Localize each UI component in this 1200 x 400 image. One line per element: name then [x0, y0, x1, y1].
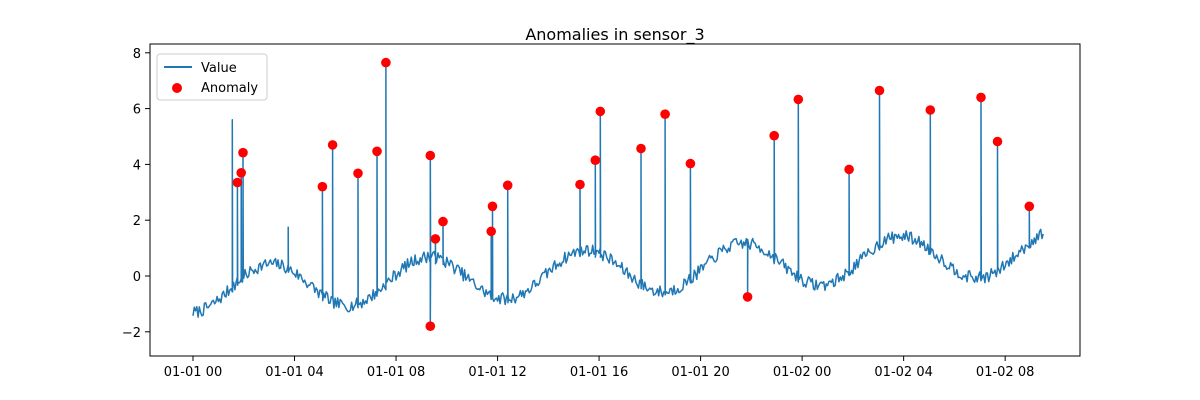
y-tick-label: 6 [133, 103, 141, 118]
anomaly-point [575, 179, 585, 190]
anomaly-point [372, 146, 382, 157]
anomaly-point [430, 234, 441, 244]
series-value-line [192, 61, 1044, 327]
x-tick-label: 01-02 08 [976, 365, 1034, 380]
anomaly-point [660, 109, 670, 119]
anomaly-point [976, 92, 986, 103]
y-tick-label: −2 [122, 326, 141, 341]
x-tick-label: 01-01 20 [671, 365, 729, 380]
x-tick-label: 01-02 00 [773, 365, 831, 380]
y-tick-label: 4 [133, 158, 141, 173]
anomaly-point [502, 180, 513, 191]
x-tick-label: 01-01 04 [265, 365, 323, 380]
anomaly-point [1024, 201, 1035, 212]
x-tick-label: 01-01 00 [164, 365, 222, 380]
anomaly-point [925, 105, 936, 115]
y-tick-label: 8 [133, 47, 141, 62]
x-tick-label: 01-02 04 [874, 365, 932, 380]
plot-area [149, 43, 1081, 357]
legend-box [156, 53, 268, 101]
anomaly-point [992, 136, 1003, 147]
x-tick-label: 01-01 16 [570, 365, 628, 380]
y-tick-label: 0 [133, 270, 141, 285]
anomaly-point [769, 130, 779, 141]
anomaly-point [590, 155, 601, 165]
anomaly-point [742, 292, 753, 302]
anomaly-point [425, 321, 436, 332]
anomaly-point [317, 181, 328, 192]
anomaly-point [595, 106, 606, 117]
x-tick-label: 01-01 12 [468, 365, 526, 380]
anomaly-point [381, 57, 391, 68]
anomaly-point [844, 164, 854, 175]
anomaly-point [425, 150, 436, 161]
axes-frame [149, 43, 1081, 357]
anomaly-point [232, 177, 243, 188]
y-tick-label: 2 [133, 214, 141, 229]
anomaly-point [438, 216, 448, 227]
chart-title: Anomalies in sensor_3 [525, 25, 704, 45]
anomaly-point [685, 158, 696, 169]
legend: Value Anomaly [156, 53, 268, 101]
x-tick-label: 01-01 08 [367, 365, 425, 380]
anomaly-point [636, 143, 646, 154]
anomaly-point [874, 85, 885, 96]
legend-anomaly-label: Anomaly [201, 81, 258, 96]
series-value-path [192, 61, 1044, 327]
legend-anomaly-swatch [172, 83, 182, 93]
x-axis: 01-01 00 01-01 04 01-01 08 01-01 12 01-01 16… [164, 356, 1034, 380]
anomaly-point [353, 168, 363, 179]
anomaly-point [238, 147, 248, 158]
series-anomaly-points [232, 57, 1035, 332]
legend-value-label: Value [201, 61, 237, 76]
anomaly-point [236, 168, 246, 178]
anomaly-point [486, 226, 497, 237]
y-axis: −2 0 2 4 6 8 [122, 47, 150, 341]
anomaly-point [487, 201, 498, 212]
anomaly-point [327, 140, 338, 150]
anomaly-point [793, 94, 804, 105]
